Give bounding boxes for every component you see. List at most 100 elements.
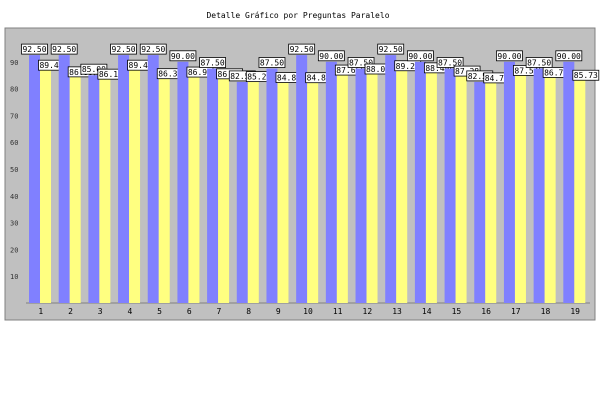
bar-series-1 bbox=[118, 55, 130, 303]
bar-series-1 bbox=[296, 55, 308, 303]
x-tick-label: 9 bbox=[276, 307, 281, 316]
y-tick-label: 20 bbox=[10, 246, 18, 254]
x-tick-label: 17 bbox=[511, 307, 521, 316]
data-label: 84.88 bbox=[277, 74, 301, 83]
data-label-box bbox=[436, 57, 464, 68]
data-label: 89.48 bbox=[129, 61, 153, 70]
data-label-box bbox=[169, 50, 197, 62]
x-tick-label: 18 bbox=[541, 307, 551, 316]
y-tick-label: 70 bbox=[10, 112, 18, 120]
data-label: 90.00 bbox=[171, 52, 195, 61]
bar-series-1 bbox=[533, 68, 545, 303]
data-label: 89.48 bbox=[39, 61, 63, 70]
x-tick-label: 19 bbox=[570, 307, 580, 316]
data-label-box bbox=[317, 50, 345, 62]
bar-series-2 bbox=[247, 74, 259, 303]
bar-series-2 bbox=[544, 70, 556, 304]
x-tick-label: 8 bbox=[246, 307, 251, 316]
data-label: 86.31 bbox=[158, 70, 182, 79]
x-tick-label: 15 bbox=[452, 307, 462, 316]
data-label-box bbox=[347, 57, 375, 68]
bar-series-1 bbox=[58, 55, 70, 303]
bar-series-2 bbox=[574, 73, 586, 304]
data-label: 92.50 bbox=[22, 45, 46, 54]
bar-series-1 bbox=[563, 61, 575, 303]
bar-series-1 bbox=[444, 68, 456, 303]
bar-series-1 bbox=[147, 55, 159, 303]
data-label: 89.27 bbox=[396, 62, 420, 71]
bar-series-2 bbox=[40, 63, 51, 303]
data-label: 90.00 bbox=[319, 52, 343, 61]
data-label: 86.13 bbox=[99, 70, 123, 79]
data-label-box bbox=[572, 69, 600, 81]
data-label: 92.50 bbox=[141, 45, 165, 54]
y-tick-label: 40 bbox=[10, 193, 18, 201]
bar-series-1 bbox=[236, 81, 248, 304]
x-tick-label: 1 bbox=[38, 307, 43, 316]
y-tick-label: 30 bbox=[10, 220, 18, 228]
data-label: 88.06 bbox=[366, 65, 390, 74]
data-label: 92.50 bbox=[379, 45, 403, 54]
bar-series-1 bbox=[29, 55, 40, 303]
data-label-box bbox=[555, 50, 583, 62]
x-tick-label: 6 bbox=[187, 307, 192, 316]
data-label: 85.00 bbox=[82, 65, 106, 74]
data-label-box bbox=[377, 43, 405, 55]
y-tick-label: 50 bbox=[10, 166, 18, 174]
bar-series-1 bbox=[325, 61, 337, 303]
data-label: 86.92 bbox=[188, 68, 212, 77]
bar-series-2 bbox=[514, 68, 526, 304]
data-label: 92.50 bbox=[290, 45, 314, 54]
x-tick-label: 14 bbox=[422, 307, 432, 316]
data-label: 82.50 bbox=[230, 72, 254, 81]
data-label: 88.49 bbox=[425, 64, 449, 73]
y-tick-label: 60 bbox=[10, 139, 18, 147]
data-label-box bbox=[139, 43, 167, 55]
data-label: 92.50 bbox=[112, 45, 136, 54]
data-label: 90.00 bbox=[497, 52, 521, 61]
x-tick-label: 11 bbox=[333, 307, 343, 316]
data-label: 87.50 bbox=[527, 59, 551, 68]
bar-series-2 bbox=[396, 63, 408, 303]
data-label: 87.50 bbox=[349, 59, 373, 68]
x-tick-label: 3 bbox=[98, 307, 103, 316]
x-tick-label: 5 bbox=[157, 307, 162, 316]
bar-series-2 bbox=[99, 72, 111, 303]
x-tick-label: 13 bbox=[392, 307, 402, 316]
data-label-box bbox=[496, 50, 523, 62]
data-label: 90.00 bbox=[557, 52, 581, 61]
bar-series-2 bbox=[485, 75, 497, 304]
bar-series-2 bbox=[129, 63, 141, 303]
x-tick-label: 12 bbox=[363, 307, 373, 316]
data-label: 84.74 bbox=[485, 74, 509, 83]
bar-series-2 bbox=[218, 71, 230, 303]
data-label: 86.78 bbox=[544, 68, 568, 77]
bar-series-1 bbox=[503, 61, 515, 303]
bar-series-1 bbox=[177, 61, 189, 303]
data-label-box bbox=[21, 43, 48, 55]
data-label-box bbox=[288, 43, 316, 55]
x-tick-label: 4 bbox=[127, 307, 132, 316]
x-tick-label: 7 bbox=[217, 307, 222, 316]
bar-series-2 bbox=[425, 65, 437, 303]
x-tick-label: 2 bbox=[68, 307, 73, 316]
bar-series-1 bbox=[88, 75, 100, 303]
y-tick-label: 80 bbox=[10, 86, 18, 94]
bar-series-2 bbox=[277, 75, 289, 303]
data-label: 90.00 bbox=[408, 52, 432, 61]
data-label: 82.50 bbox=[468, 72, 492, 81]
data-label: 87.50 bbox=[260, 59, 284, 68]
bar-series-1 bbox=[474, 81, 486, 304]
data-label: 92.50 bbox=[52, 45, 76, 54]
bar-series-2 bbox=[307, 75, 319, 303]
bar-series-1 bbox=[207, 68, 219, 303]
bar-series-2 bbox=[69, 69, 81, 304]
bar-series-1 bbox=[266, 68, 278, 303]
data-label-box bbox=[50, 43, 78, 55]
bar-series-2 bbox=[158, 71, 170, 303]
bar-series-2 bbox=[336, 68, 348, 303]
data-label: 87.54 bbox=[514, 66, 538, 75]
data-label-box bbox=[525, 57, 553, 68]
